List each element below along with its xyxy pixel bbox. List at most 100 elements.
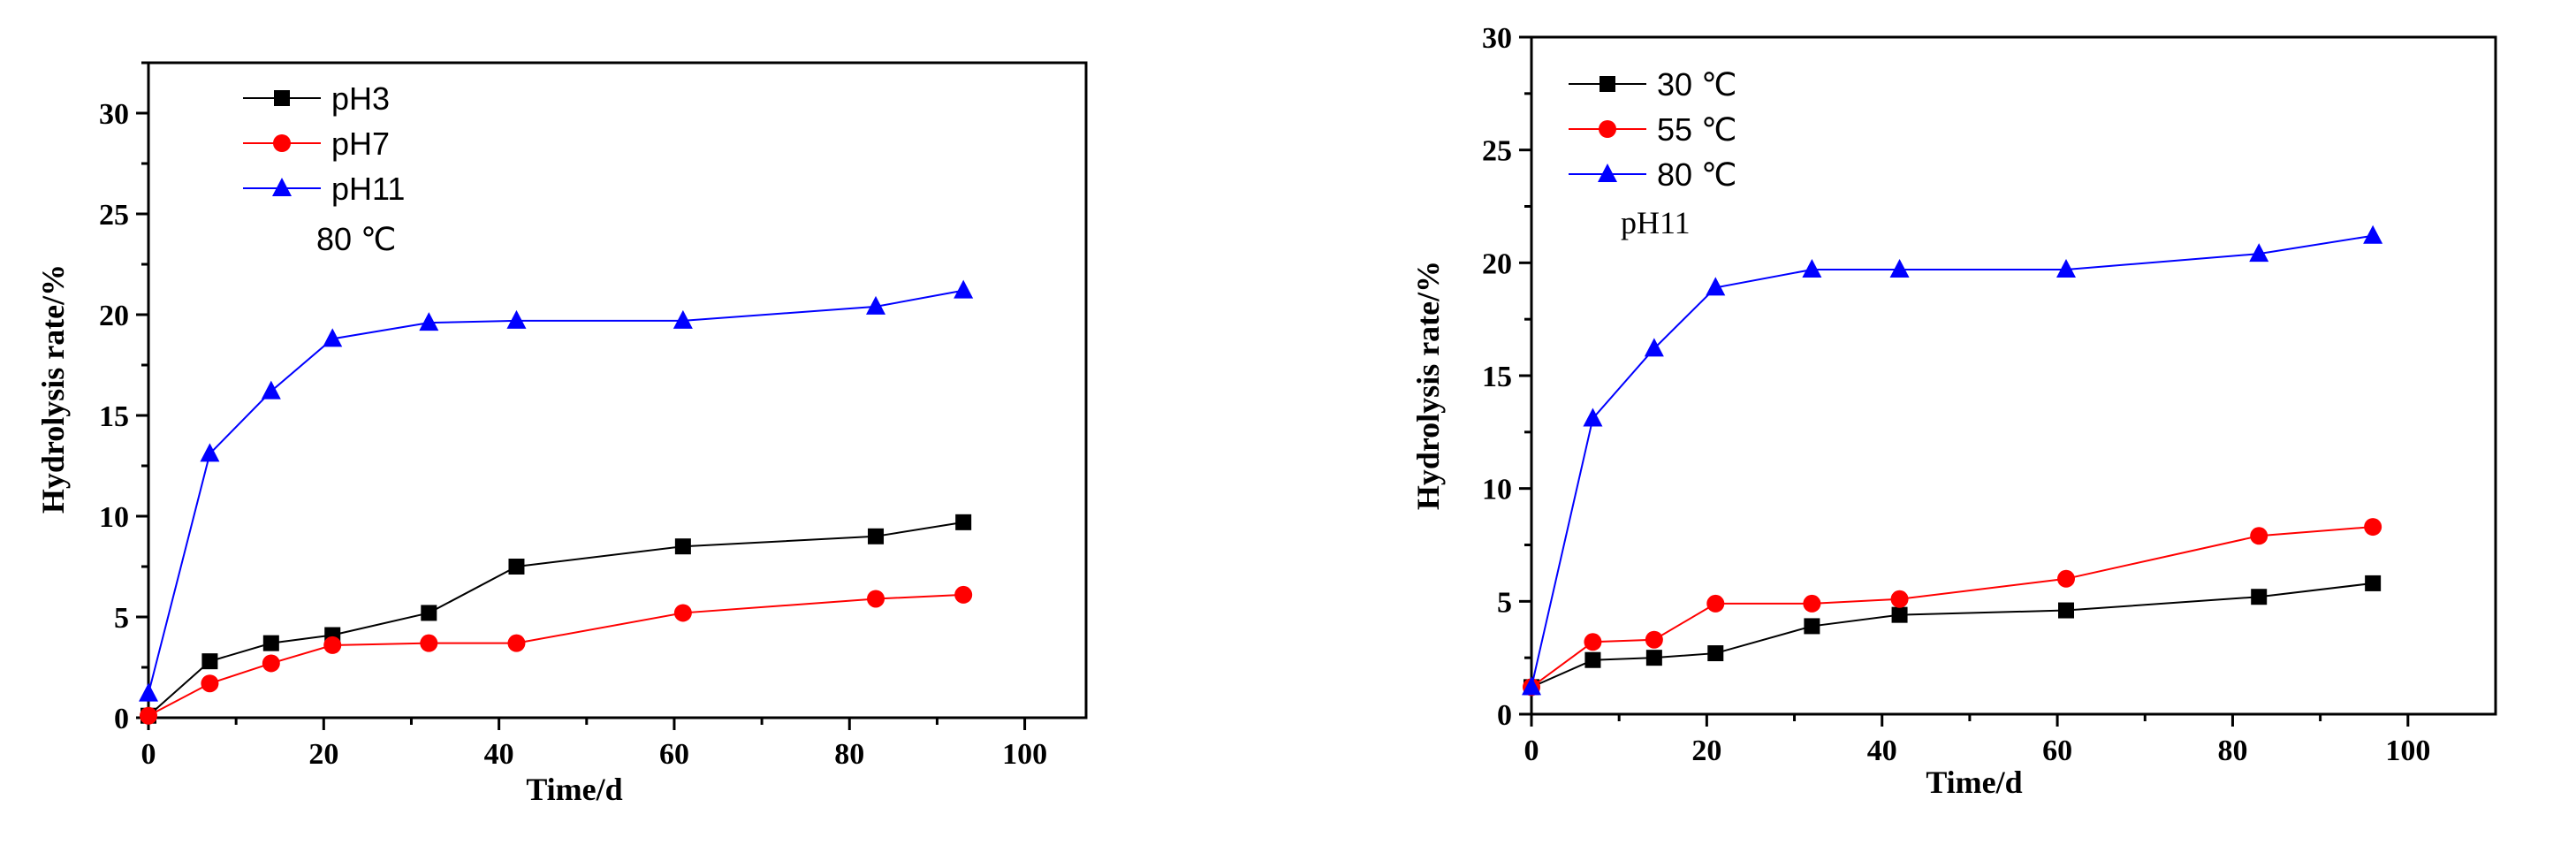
legend-marker — [272, 178, 292, 196]
x-tick-label: 20 — [1691, 735, 1721, 767]
x-tick-label: 100 — [1002, 738, 1047, 771]
data-point — [1584, 651, 1601, 668]
data-point — [1706, 594, 1725, 613]
y-tick-label: 30 — [1482, 22, 1512, 55]
y-tick-label: 10 — [99, 501, 129, 534]
y-tick-label: 5 — [1497, 586, 1512, 619]
legend-label: pH3 — [331, 80, 390, 117]
data-point — [1645, 630, 1663, 649]
x-tick-label: 60 — [2042, 735, 2072, 767]
x-tick-label: 40 — [1867, 735, 1897, 767]
legend-label: 55 ℃ — [1657, 111, 1736, 148]
data-point — [2056, 258, 2077, 278]
y-tick-label: 5 — [114, 602, 129, 635]
series-pH11 — [139, 279, 974, 702]
data-point — [954, 585, 973, 604]
legend-label: 80 ℃ — [1657, 156, 1736, 193]
data-point — [1889, 258, 1910, 278]
data-point — [867, 590, 885, 608]
plot-frame — [147, 61, 1088, 719]
data-point — [1522, 676, 1541, 696]
y-axis-title: Hydrolysis rate/% — [35, 264, 71, 514]
data-point — [261, 380, 281, 400]
x-tick-label: 40 — [484, 738, 514, 771]
legend-marker — [274, 90, 290, 106]
y-tick-label: 20 — [1482, 247, 1512, 280]
series-80 — [1522, 225, 2383, 696]
series-line — [148, 521, 964, 717]
legend-marker — [1598, 164, 1617, 182]
x-axis-title: Time/d — [526, 772, 622, 807]
data-point — [1584, 633, 1602, 651]
series-pH7 — [140, 585, 973, 725]
chart-2: 0 20 40 60 80 100 0 5 10 15 20 25 30 Time/d Hydrolysis… — [1410, 22, 2497, 800]
data-point — [262, 635, 279, 651]
data-point — [507, 634, 526, 652]
x-tick-label: 100 — [2385, 735, 2430, 767]
x-tick-label: 0 — [1524, 735, 1539, 767]
chart-annotation: pH11 — [1621, 205, 1691, 240]
data-point — [262, 654, 280, 673]
data-point — [1644, 338, 1664, 357]
x-tick-label: 80 — [834, 738, 864, 771]
data-point — [672, 309, 693, 329]
chart-annotation: 80 ℃ — [316, 221, 396, 257]
series-line — [148, 289, 964, 694]
data-point — [1890, 590, 1909, 608]
y-tick-label: 25 — [1482, 135, 1512, 168]
series-55 — [1523, 518, 2382, 697]
data-point — [1804, 618, 1820, 635]
data-point — [2365, 575, 2382, 591]
data-point — [419, 312, 439, 331]
x-tick-label: 60 — [659, 738, 689, 771]
data-point — [2363, 225, 2383, 244]
data-point — [139, 682, 158, 702]
legend-label: pH11 — [331, 171, 405, 207]
y-tick-label: 0 — [114, 703, 129, 735]
data-point — [421, 605, 437, 621]
data-point — [1891, 606, 1908, 623]
legend-label: 30 ℃ — [1657, 66, 1736, 103]
data-point — [506, 309, 527, 329]
y-tick-label: 0 — [1497, 699, 1512, 732]
data-point — [955, 514, 972, 530]
legend-marker — [273, 134, 291, 152]
data-point — [2250, 527, 2268, 545]
data-point — [323, 636, 342, 654]
chart-1: 0 20 40 60 80 100 0 5 10 15 20 25 30 Time/d Hydrolysis… — [35, 61, 1088, 807]
y-axis-title: Hydrolysis rate/% — [1410, 261, 1446, 510]
data-point — [1706, 277, 1726, 296]
data-point — [1583, 407, 1603, 427]
data-point — [2058, 602, 2075, 619]
data-point — [1707, 645, 1724, 662]
data-point — [201, 653, 218, 670]
x-tick-label: 0 — [141, 738, 156, 771]
data-point — [140, 706, 157, 725]
data-point — [323, 328, 343, 347]
legend-marker — [1600, 76, 1615, 92]
legend-label: pH7 — [331, 126, 390, 162]
data-point — [1803, 594, 1821, 613]
y-tick-label: 10 — [1482, 474, 1512, 506]
data-point — [866, 295, 886, 315]
series-pH3 — [141, 514, 972, 724]
data-point — [2057, 569, 2076, 588]
data-point — [674, 538, 691, 555]
data-point — [868, 528, 885, 544]
data-point — [420, 634, 438, 652]
data-point — [508, 559, 525, 575]
data-point — [2249, 243, 2269, 263]
series-line — [1531, 234, 2374, 688]
x-tick-label: 80 — [2217, 735, 2247, 767]
x-axis-title: Time/d — [1926, 765, 2022, 800]
legend-marker — [1599, 120, 1616, 138]
data-point — [200, 443, 220, 462]
y-tick-label: 30 — [99, 98, 129, 131]
y-tick-label: 20 — [99, 300, 129, 332]
data-point — [2251, 589, 2268, 605]
data-point — [1802, 258, 1822, 278]
data-point — [2364, 518, 2382, 537]
data-point — [1645, 650, 1662, 666]
data-point — [201, 674, 219, 693]
